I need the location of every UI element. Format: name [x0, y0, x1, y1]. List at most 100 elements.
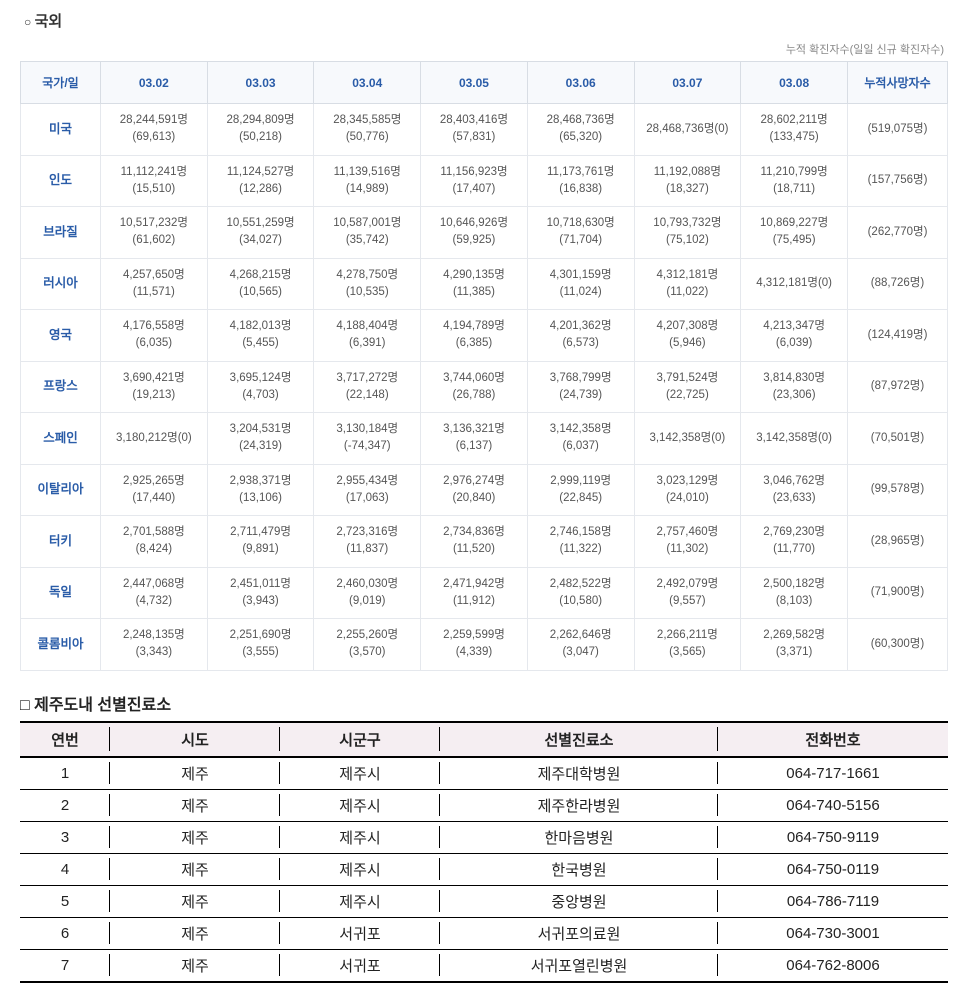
cell-daily: (11,302)	[639, 541, 737, 558]
cell-cumulative: 4,278,750명	[318, 267, 416, 284]
province-cell: 제주	[110, 917, 280, 949]
clinic-name-cell: 한국병원	[440, 853, 718, 885]
phone-cell: 064-750-9119	[718, 821, 948, 853]
data-cell: 28,403,416명(57,831)	[421, 104, 528, 156]
cell-cumulative: 2,976,274명	[425, 473, 523, 490]
cell-daily: (6,035)	[105, 335, 203, 352]
data-cell: 4,257,650명(11,571)	[101, 258, 208, 310]
country-cell: 독일	[21, 567, 101, 619]
country-cell: 프랑스	[21, 361, 101, 413]
cell-daily: (26,788)	[425, 387, 523, 404]
cell-daily: (10,580)	[532, 593, 630, 610]
cell-cumulative: 2,938,371명	[212, 473, 310, 490]
covid-header-cell: 03.02	[101, 62, 208, 104]
country-cell: 브라질	[21, 207, 101, 259]
cell-daily: (16,838)	[532, 181, 630, 198]
data-cell: 2,955,434명(17,063)	[314, 464, 421, 516]
cell-cumulative: 28,294,809명	[212, 112, 310, 129]
cell-cumulative: 3,136,321명	[425, 421, 523, 438]
cell-cumulative: 28,468,736명(0)	[639, 121, 737, 138]
data-cell: 2,769,230명(11,770)	[741, 516, 848, 568]
data-cell: 2,701,588명(8,424)	[101, 516, 208, 568]
province-cell: 제주	[110, 949, 280, 982]
covid-table: 국가/일03.0203.0303.0403.0503.0603.0703.08누…	[20, 61, 948, 671]
cell-daily: (24,739)	[532, 387, 630, 404]
cell-cumulative: 4,290,135명	[425, 267, 523, 284]
data-cell: 3,142,358명(6,037)	[527, 413, 634, 465]
table-row: 독일2,447,068명(4,732)2,451,011명(3,943)2,46…	[21, 567, 948, 619]
data-cell: 28,468,736명(0)	[634, 104, 741, 156]
country-cell: 터키	[21, 516, 101, 568]
cell-daily: (3,570)	[318, 644, 416, 661]
covid-section-title: 국외	[20, 10, 948, 31]
cell-daily: (22,845)	[532, 490, 630, 507]
cell-cumulative: 2,262,646명	[532, 627, 630, 644]
cell-daily: (4,339)	[425, 644, 523, 661]
cell-daily: (11,571)	[105, 284, 203, 301]
cell-daily: (6,039)	[745, 335, 843, 352]
clinic-header-row: 연번시도시군구선별진료소전화번호	[20, 722, 948, 757]
cell-daily: (3,565)	[639, 644, 737, 661]
covid-table-body: 미국28,244,591명(69,613)28,294,809명(50,218)…	[21, 104, 948, 671]
cell-cumulative: 3,814,830명	[745, 370, 843, 387]
cell-daily: (35,742)	[318, 232, 416, 249]
cell-cumulative: 28,345,585명	[318, 112, 416, 129]
table-row: 7제주서귀포서귀포열린병원064-762-8006	[20, 949, 948, 982]
data-cell: 3,180,212명(0)	[101, 413, 208, 465]
phone-cell: 064-730-3001	[718, 917, 948, 949]
data-cell: 2,711,479명(9,891)	[207, 516, 314, 568]
table-row: 1제주제주시제주대학병원064-717-1661	[20, 757, 948, 790]
cell-cumulative: 4,182,013명	[212, 318, 310, 335]
cell-cumulative: 2,734,836명	[425, 524, 523, 541]
district-cell: 제주시	[280, 757, 440, 790]
table-row: 이탈리아2,925,265명(17,440)2,938,371명(13,106)…	[21, 464, 948, 516]
cell-daily: (6,137)	[425, 438, 523, 455]
data-cell: 3,814,830명(23,306)	[741, 361, 848, 413]
deaths-cell: (60,300명)	[848, 619, 948, 671]
data-cell: 2,976,274명(20,840)	[421, 464, 528, 516]
cell-cumulative: 11,139,516명	[318, 164, 416, 181]
cell-cumulative: 28,244,591명	[105, 112, 203, 129]
data-cell: 2,460,030명(9,019)	[314, 567, 421, 619]
cell-daily: (75,495)	[745, 232, 843, 249]
data-cell: 11,192,088명(18,327)	[634, 155, 741, 207]
data-cell: 4,176,558명(6,035)	[101, 310, 208, 362]
covid-global-section: 국외 누적 확진자수(일일 신규 확진자수) 국가/일03.0203.0303.…	[0, 0, 968, 681]
data-cell: 4,182,013명(5,455)	[207, 310, 314, 362]
cell-cumulative: 2,266,211명	[639, 627, 737, 644]
province-cell: 제주	[110, 821, 280, 853]
phone-cell: 064-740-5156	[718, 789, 948, 821]
cell-cumulative: 11,124,527명	[212, 164, 310, 181]
cell-daily: (11,520)	[425, 541, 523, 558]
data-cell: 10,551,259명(34,027)	[207, 207, 314, 259]
cell-cumulative: 2,757,460명	[639, 524, 737, 541]
cell-cumulative: 3,130,184명	[318, 421, 416, 438]
cell-daily: (15,510)	[105, 181, 203, 198]
data-cell: 10,869,227명(75,495)	[741, 207, 848, 259]
cell-cumulative: 3,204,531명	[212, 421, 310, 438]
data-cell: 10,718,630명(71,704)	[527, 207, 634, 259]
cell-cumulative: 3,768,799명	[532, 370, 630, 387]
cell-cumulative: 2,711,479명	[212, 524, 310, 541]
table-row: 3제주제주시한마음병원064-750-9119	[20, 821, 948, 853]
cell-daily: (20,840)	[425, 490, 523, 507]
covid-header-cell: 국가/일	[21, 62, 101, 104]
clinic-header-cell: 전화번호	[718, 722, 948, 757]
data-cell: 28,345,585명(50,776)	[314, 104, 421, 156]
cell-cumulative: 3,695,124명	[212, 370, 310, 387]
cell-daily: (3,555)	[212, 644, 310, 661]
phone-cell: 064-717-1661	[718, 757, 948, 790]
cell-cumulative: 3,717,272명	[318, 370, 416, 387]
data-cell: 4,290,135명(11,385)	[421, 258, 528, 310]
cell-cumulative: 4,188,404명	[318, 318, 416, 335]
data-cell: 3,023,129명(24,010)	[634, 464, 741, 516]
table-row: 인도11,112,241명(15,510)11,124,527명(12,286)…	[21, 155, 948, 207]
province-cell: 제주	[110, 853, 280, 885]
data-cell: 3,046,762명(23,633)	[741, 464, 848, 516]
data-cell: 10,517,232명(61,602)	[101, 207, 208, 259]
table-row: 5제주제주시중앙병원064-786-7119	[20, 885, 948, 917]
cell-cumulative: 2,955,434명	[318, 473, 416, 490]
clinic-name-cell: 제주한라병원	[440, 789, 718, 821]
cell-daily: (69,613)	[105, 129, 203, 146]
deaths-cell: (28,965명)	[848, 516, 948, 568]
